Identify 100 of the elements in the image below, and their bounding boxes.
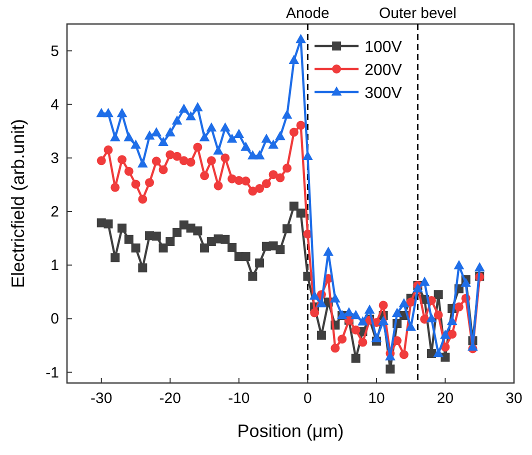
point <box>103 108 114 118</box>
point <box>104 145 113 154</box>
point <box>234 128 244 138</box>
point <box>419 276 430 286</box>
point <box>158 136 168 146</box>
point <box>193 142 202 152</box>
point <box>226 134 238 143</box>
x-tick-label: 30 <box>506 390 522 407</box>
point <box>434 290 443 300</box>
point <box>323 246 334 256</box>
point <box>302 150 313 160</box>
x-tick-label: 0 <box>304 390 312 407</box>
point <box>186 111 196 120</box>
point <box>316 298 327 308</box>
point <box>289 202 298 211</box>
point <box>309 290 320 300</box>
point <box>454 260 464 270</box>
point <box>166 237 175 246</box>
point <box>378 316 389 325</box>
point <box>358 316 368 326</box>
point <box>152 232 161 241</box>
point <box>151 127 162 136</box>
point <box>131 180 140 189</box>
point <box>268 170 278 180</box>
point <box>138 263 148 272</box>
point <box>399 350 408 360</box>
point <box>268 139 278 149</box>
point <box>193 226 202 236</box>
point <box>158 243 168 252</box>
point <box>454 302 464 312</box>
point <box>426 313 437 322</box>
y-tick-label: 2 <box>50 204 59 221</box>
point <box>261 134 272 143</box>
y-tick-label: 4 <box>50 96 59 114</box>
legend-label: 100V <box>364 39 402 56</box>
point <box>192 102 203 112</box>
point <box>206 122 217 132</box>
x-tick-label: -30 <box>90 390 112 407</box>
point <box>124 234 134 244</box>
point <box>186 158 196 167</box>
ref-line-label: Anode <box>286 5 330 22</box>
x-tick-label: 20 <box>436 390 454 407</box>
point <box>386 364 395 374</box>
y-tick-label: 3 <box>50 150 59 167</box>
point <box>118 224 127 233</box>
point <box>172 152 182 161</box>
point <box>282 109 292 119</box>
point <box>206 156 216 166</box>
point <box>158 165 168 174</box>
y-tick-label: -1 <box>46 364 59 382</box>
y-tick-label: 1 <box>50 257 59 274</box>
point <box>96 156 106 166</box>
point <box>296 34 306 44</box>
point <box>118 155 127 164</box>
point <box>220 153 230 162</box>
point <box>426 349 436 358</box>
point <box>241 252 250 262</box>
point <box>371 332 382 342</box>
point <box>137 158 148 168</box>
point <box>289 128 298 137</box>
y-tick-label: 0 <box>50 310 59 328</box>
point <box>240 142 251 151</box>
point <box>124 166 134 176</box>
point <box>344 307 354 316</box>
point <box>104 219 113 228</box>
point <box>282 164 292 173</box>
point <box>172 115 182 125</box>
point <box>275 130 286 140</box>
point <box>288 54 300 64</box>
point <box>433 348 444 358</box>
y-axis-title: Electricfield (arb.unit) <box>8 118 28 288</box>
point <box>214 181 223 190</box>
point <box>316 330 326 340</box>
point <box>276 173 285 182</box>
point <box>446 316 458 325</box>
ref-line-label: Outer bevel <box>378 5 456 22</box>
point <box>200 243 210 252</box>
point <box>255 184 264 193</box>
x-axis-title: Position (μm) <box>237 421 344 441</box>
point <box>172 228 182 237</box>
point <box>351 325 360 334</box>
point <box>130 139 141 149</box>
point <box>310 308 320 318</box>
point <box>152 156 161 166</box>
point <box>412 283 423 292</box>
legend-label: 300V <box>364 85 402 102</box>
point <box>254 150 265 160</box>
legend-label: 200V <box>364 62 402 79</box>
point <box>220 234 230 244</box>
x-tick-label: -10 <box>228 390 250 407</box>
point <box>228 242 237 252</box>
point <box>296 208 306 218</box>
point <box>392 308 402 317</box>
point <box>398 298 410 308</box>
point <box>448 330 457 339</box>
point <box>110 132 120 142</box>
point <box>440 352 450 362</box>
point <box>434 310 443 320</box>
point <box>110 253 120 262</box>
point <box>276 245 285 254</box>
